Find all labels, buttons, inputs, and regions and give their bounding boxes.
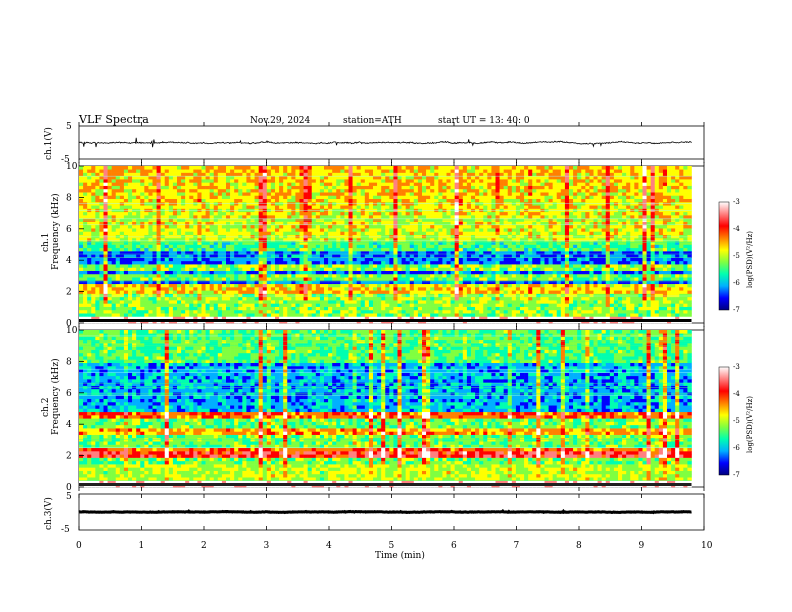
y-tick-label: 4 (66, 256, 72, 266)
x-tick-label: 6 (451, 541, 457, 551)
ch1-channel-label: ch.1 (41, 233, 51, 252)
ch3-waveform-line (78, 508, 692, 515)
colorbar-tick-label: -3 (733, 198, 740, 206)
y-tick-label: 8 (66, 357, 72, 367)
ch1-colorbar-label: log(PSD)(V²/Hz) (746, 231, 754, 288)
ch3-waveform-panel: 5 -5 ch.3(V) (43, 492, 705, 535)
x-axis: 0 1 2 3 4 5 6 7 8 9 10 (76, 122, 713, 551)
x-tick-label: 2 (201, 541, 207, 551)
y-tick-label: 6 (66, 225, 72, 235)
x-tick-label: 10 (701, 541, 713, 551)
colorbar-tick-label: -4 (733, 390, 740, 398)
x-tick-label: 3 (264, 541, 270, 551)
ch1-waveform-line (78, 137, 692, 148)
y-tick-label: 0 (66, 483, 72, 493)
ch1-ytick-bottom: -5 (61, 155, 70, 165)
ch1-spectrogram-panel: 0 2 4 6 8 10 ch.1 Frequency (kHz) (41, 162, 705, 329)
y-tick-label: 10 (66, 326, 78, 336)
start-time-label: start UT = 13: 40: 0 (438, 116, 530, 126)
ch1-ytick-top: 5 (66, 122, 72, 132)
colorbar-tick-label: -6 (733, 279, 740, 287)
colorbar-tick-label: -3 (733, 363, 740, 371)
x-tick-label: 1 (139, 541, 145, 551)
ch1-waveform-panel: 5 -5 ch.1(V) (43, 122, 705, 165)
y-tick-label: 10 (66, 162, 78, 172)
ch2-spectrogram-panel: 0 2 4 6 8 10 ch.2 Frequency (kHz) (41, 326, 705, 493)
ch2-spectrogram-image (79, 330, 692, 488)
x-tick-label: 5 (389, 541, 395, 551)
ch2-channel-label: ch.2 (41, 398, 51, 417)
x-tick-label: 9 (639, 541, 645, 551)
ch3-ytick-top: 5 (66, 492, 72, 502)
x-axis-label: Time (min) (375, 550, 425, 561)
x-tick-label: 7 (514, 541, 520, 551)
ch2-colorbar: -3 -4 -5 -6 -7 log(PSD)(V²/Hz) (718, 363, 754, 479)
x-tick-label: 8 (576, 541, 582, 551)
y-tick-label: 6 (66, 389, 72, 399)
date-label: Nov.29, 2024 (250, 116, 311, 126)
colorbar-tick-label: -7 (733, 306, 740, 314)
colorbar-tick-label: -6 (733, 444, 740, 452)
x-tick-label: 0 (76, 541, 82, 551)
ch2-colorbar-label: log(PSD)(V²/Hz) (746, 396, 754, 453)
ch1-ylabel: ch.1(V) (43, 127, 54, 160)
colorbar-tick-label: -5 (733, 252, 740, 260)
colorbar-tick-label: -5 (733, 417, 740, 425)
y-tick-label: 8 (66, 193, 72, 203)
y-tick-label: 2 (66, 452, 72, 462)
colorbar-tick-label: -7 (733, 471, 740, 479)
y-tick-label: 2 (66, 288, 72, 298)
y-tick-label: 0 (66, 319, 72, 329)
ch2-frequency-label: Frequency (kHz) (50, 358, 61, 435)
ch1-frequency-label: Frequency (kHz) (50, 193, 61, 270)
ch1-spectrogram-image (79, 166, 692, 324)
colorbar-tick-label: -4 (733, 225, 740, 233)
station-label: station=ATH (343, 116, 402, 126)
ch3-ylabel: ch.3(V) (43, 497, 54, 530)
x-tick-label: 4 (326, 541, 332, 551)
chart-title: VLF Spectra (78, 113, 149, 126)
ch1-colorbar: -3 -4 -5 -6 -7 log(PSD)(V²/Hz) (718, 198, 754, 314)
y-tick-label: 4 (66, 420, 72, 430)
ch3-ytick-bottom: -5 (61, 525, 70, 535)
